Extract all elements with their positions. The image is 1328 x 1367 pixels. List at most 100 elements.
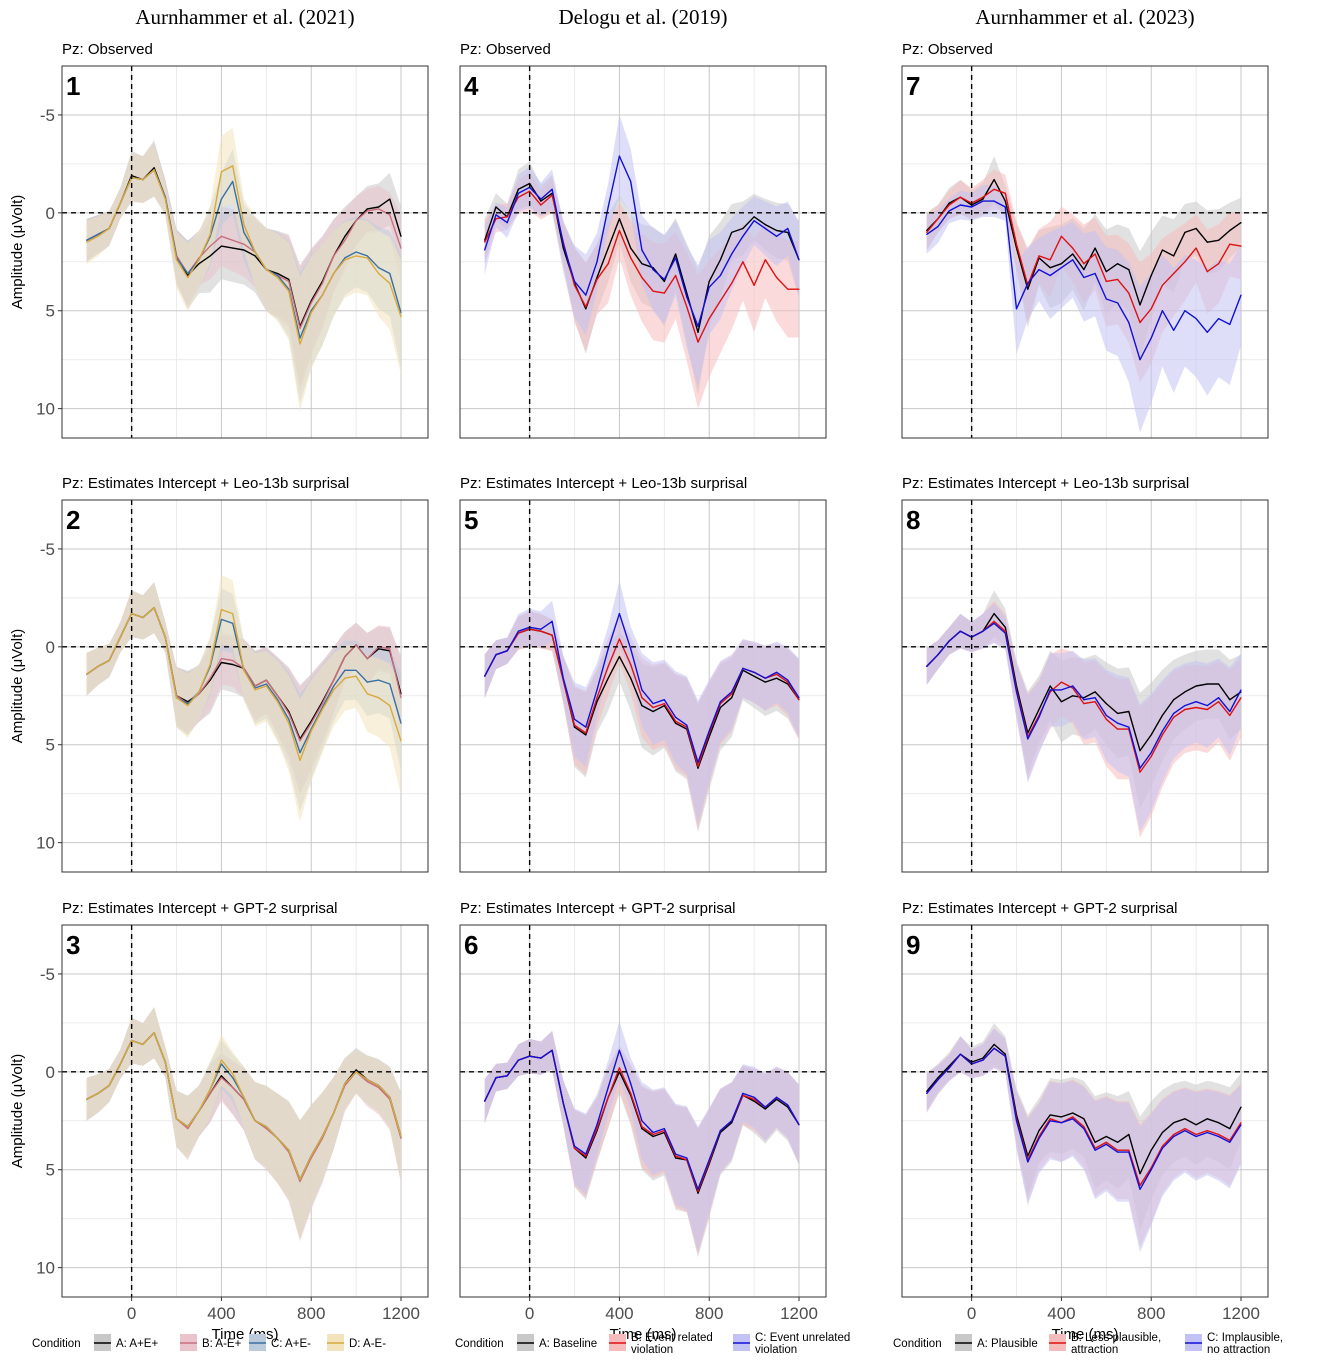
data-point [506,1075,508,1077]
data-point [731,693,733,695]
data-point [753,1100,755,1102]
x-tick-label: 0 [525,1304,534,1323]
data-point [1206,704,1208,707]
data-point [333,689,335,691]
data-point [265,1126,267,1128]
panel-title: Pz: Observed [460,41,551,58]
confidence-band [926,603,1241,833]
data-point [1049,685,1051,687]
confidence-band [484,580,799,825]
data-point [959,204,962,206]
panel-5: Pz: Estimates Intercept + Leo-13b surpri… [459,475,827,873]
data-point [1150,274,1152,277]
data-point [355,675,357,677]
legend-label: B: Event related violation [631,1332,713,1356]
data-point [355,255,357,257]
data-point [959,630,962,632]
data-point [1229,243,1231,245]
data-point [948,210,950,212]
data-point [753,671,755,673]
data-point [948,202,950,204]
data-point [753,675,755,677]
data-point [198,263,200,265]
data-point [377,679,380,681]
data-point [299,337,301,339]
data-point [366,210,368,212]
data-point [232,612,234,615]
data-point [540,630,542,632]
data-point [618,638,621,640]
data-point [288,718,290,720]
data-point [948,204,950,206]
data-point [1128,710,1130,713]
x-tick-label: 0 [127,1304,136,1323]
data-point [697,767,699,769]
data-point [686,1157,688,1159]
data-point [982,1059,984,1061]
x-axis-label: Time (ms) [610,1326,677,1343]
data-point [1240,1124,1242,1126]
data-point [1206,331,1208,333]
data-point [400,740,402,742]
data-point [686,306,688,308]
data-point [1049,259,1051,261]
data-point [333,685,335,687]
data-point [265,679,267,681]
data-point [1240,1106,1242,1108]
data-point [1128,726,1130,728]
data-point [1217,701,1220,703]
data-point [596,276,598,279]
y-tick-label: 0 [46,638,55,657]
data-point [288,712,290,715]
data-point [1240,294,1242,296]
data-point [1049,1120,1051,1122]
data-point [540,628,542,630]
data-point [596,1124,598,1126]
y-tick-label: -5 [40,540,55,559]
y-tick-label: 5 [46,1161,55,1180]
data-point [495,218,497,220]
data-point [344,656,346,658]
data-point [310,312,312,314]
data-point [1184,708,1186,711]
data-point [153,1032,155,1034]
data-point [299,1180,301,1183]
data-point [1173,255,1175,257]
data-point [1229,710,1231,713]
data-point [1072,259,1074,261]
data-point [1116,728,1119,730]
data-point [798,288,800,290]
data-point [1049,1114,1051,1116]
y-tick-label: 0 [46,204,55,223]
data-point [562,243,564,245]
data-point [1060,263,1063,265]
data-point [1116,1151,1119,1153]
data-point [551,1049,553,1051]
data-point [1116,278,1119,281]
confidence-band [484,1021,799,1252]
data-point [1139,771,1141,773]
data-point [1060,701,1063,703]
data-point [243,243,245,245]
panel-1: Pz: Observed 1 -5 0 5 10 Amplitude (μVolt) [9,41,429,439]
data-point [1105,703,1107,705]
data-point [1038,269,1040,271]
y-tick-label: 10 [36,400,55,419]
data-point [585,1153,587,1155]
data-point [495,1077,497,1079]
data-point [937,225,939,228]
data-point [674,1155,677,1157]
column-title: Aurnhammer et al. (2023) [975,5,1194,29]
data-point [1116,302,1119,304]
data-point [1150,751,1152,754]
data-point [1173,716,1175,718]
data-point [276,272,279,275]
data-point [400,1135,402,1138]
data-point [1184,1128,1186,1130]
data-point [209,679,211,681]
data-point [1060,689,1063,691]
data-point [573,726,576,728]
x-tick-label: 0 [967,1304,976,1323]
data-point [209,663,211,666]
legend: Condition A: Plausible B: Less plausible, a… [893,1332,1283,1356]
